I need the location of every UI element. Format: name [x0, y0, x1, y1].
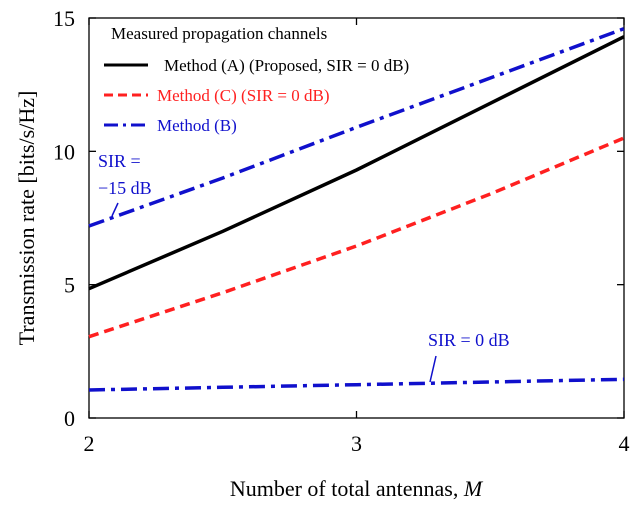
y-tick-label-1: 5 [64, 273, 75, 298]
legend-title: Measured propagation channels [111, 24, 327, 43]
legend-label-method-c: Method (C) (SIR = 0 dB) [157, 86, 330, 105]
annotation-sir-minus15: SIR = −15 dB [98, 151, 152, 217]
annotation-sir-minus15-line2: −15 dB [98, 178, 152, 198]
y-tick-label-0: 0 [64, 406, 75, 431]
annotation-sir-minus15-line1: SIR = [98, 151, 141, 171]
series-line-1 [88, 136, 625, 339]
legend-label-method-b: Method (B) [157, 116, 237, 135]
series-line-3 [88, 377, 625, 392]
axis-ticks: 2 3 4 0 5 10 15 [53, 6, 630, 456]
y-tick-label-3: 15 [53, 6, 75, 31]
legend-label-method-a: Method (A) (Proposed, SIR = 0 dB) [164, 56, 409, 75]
legend: Measured propagation channels Method (A)… [104, 24, 409, 135]
annotation-sir-0db-label: SIR = 0 dB [428, 330, 510, 350]
x-axis-label: Number of total antennas, M [230, 476, 484, 501]
annotation-sir-minus15-pointer [111, 202, 119, 217]
y-tick-label-2: 10 [53, 139, 75, 164]
annotation-sir-0db-pointer [429, 355, 437, 383]
x-tick-label-1: 3 [351, 431, 362, 456]
x-tick-label-0: 2 [84, 431, 95, 456]
series-layer [88, 27, 625, 392]
series-line-0 [88, 35, 625, 291]
annotation-sir-0db: SIR = 0 dB [428, 330, 510, 383]
y-axis-label: Transmission rate [bits/s/Hz] [14, 91, 39, 346]
x-tick-label-2: 4 [619, 431, 630, 456]
